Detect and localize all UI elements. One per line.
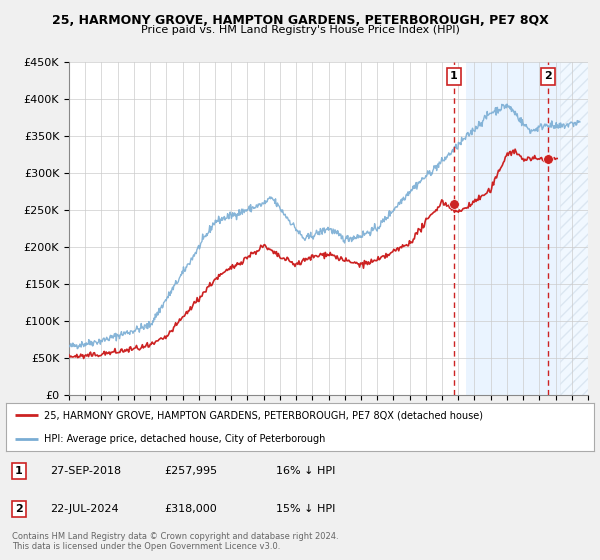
Text: Contains HM Land Registry data © Crown copyright and database right 2024.: Contains HM Land Registry data © Crown c… <box>12 532 338 541</box>
Text: 2: 2 <box>544 72 552 81</box>
Text: £257,995: £257,995 <box>165 466 218 476</box>
Text: 2: 2 <box>15 504 23 514</box>
Text: 1: 1 <box>450 72 458 81</box>
Text: 1: 1 <box>15 466 23 476</box>
Text: 25, HARMONY GROVE, HAMPTON GARDENS, PETERBOROUGH, PE7 8QX: 25, HARMONY GROVE, HAMPTON GARDENS, PETE… <box>52 14 548 27</box>
Text: 15% ↓ HPI: 15% ↓ HPI <box>277 504 336 514</box>
Text: HPI: Average price, detached house, City of Peterborough: HPI: Average price, detached house, City… <box>44 434 326 444</box>
Text: 25, HARMONY GROVE, HAMPTON GARDENS, PETERBOROUGH, PE7 8QX (detached house): 25, HARMONY GROVE, HAMPTON GARDENS, PETE… <box>44 410 483 420</box>
Text: 16% ↓ HPI: 16% ↓ HPI <box>277 466 336 476</box>
Text: 27-SEP-2018: 27-SEP-2018 <box>50 466 121 476</box>
Bar <box>560 62 588 395</box>
Text: Price paid vs. HM Land Registry's House Price Index (HPI): Price paid vs. HM Land Registry's House … <box>140 25 460 35</box>
Text: 22-JUL-2024: 22-JUL-2024 <box>50 504 119 514</box>
Text: £318,000: £318,000 <box>165 504 218 514</box>
Bar <box>466 62 560 395</box>
Text: This data is licensed under the Open Government Licence v3.0.: This data is licensed under the Open Gov… <box>12 542 280 551</box>
